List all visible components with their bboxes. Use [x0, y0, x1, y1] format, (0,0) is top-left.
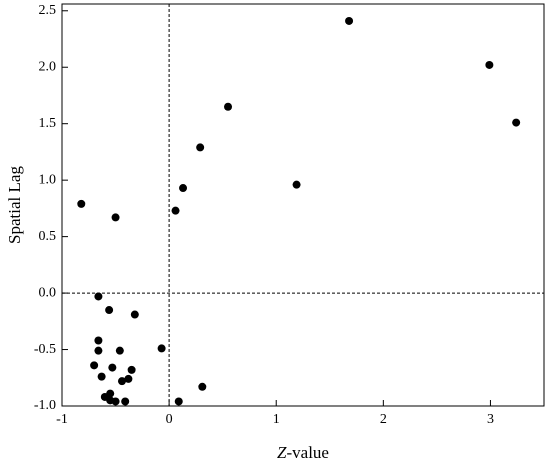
x-tick-label: 2: [380, 412, 387, 427]
y-tick-label: 0.0: [39, 285, 57, 300]
point: [485, 60, 494, 69]
point: [108, 363, 117, 372]
x-tick-label: 1: [273, 412, 280, 427]
point: [179, 184, 188, 193]
point: [97, 372, 106, 381]
y-tick-label: 1.5: [39, 116, 57, 131]
y-tick-label: 0.5: [39, 229, 57, 244]
x-tick-label: -1: [56, 412, 68, 427]
y-tick-label: 1.0: [39, 172, 57, 187]
point: [292, 180, 301, 189]
point: [111, 397, 120, 406]
point: [127, 365, 136, 374]
point: [171, 206, 180, 215]
point: [130, 310, 139, 319]
point: [77, 199, 86, 208]
point: [94, 346, 103, 355]
point: [117, 377, 126, 386]
point: [94, 292, 103, 301]
point: [157, 344, 166, 353]
x-tick-label: 3: [487, 412, 494, 427]
y-tick-label: 2.0: [39, 59, 57, 74]
y-tick-label: -0.5: [34, 342, 56, 357]
plot-frame: [61, 3, 545, 407]
point: [345, 16, 354, 25]
point: [198, 382, 207, 391]
point: [105, 306, 114, 315]
point: [94, 336, 103, 345]
point: [512, 118, 521, 127]
point: [111, 213, 120, 222]
y-tick-label: -1.0: [34, 398, 56, 413]
x-tick-label: 0: [166, 412, 173, 427]
x-axis-label: Z-value: [277, 443, 329, 462]
point: [224, 102, 233, 111]
point: [90, 361, 99, 370]
y-axis-label: Spatial Lag: [5, 166, 24, 244]
y-tick-label: 2.5: [39, 3, 57, 18]
point: [115, 346, 124, 355]
point: [124, 374, 133, 383]
point: [196, 143, 205, 152]
point: [121, 397, 130, 406]
point: [174, 397, 183, 406]
